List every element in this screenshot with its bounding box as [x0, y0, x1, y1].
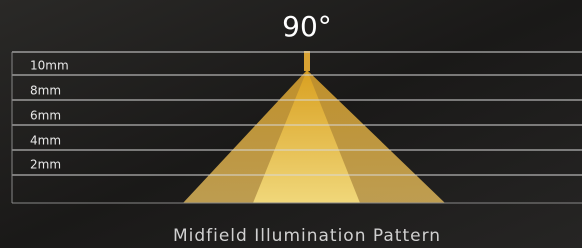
nozzle — [304, 51, 310, 71]
title: 90° — [282, 10, 332, 43]
depth-label: 2mm — [30, 158, 61, 172]
caption: Midfield Illumination Pattern — [173, 226, 441, 246]
depth-label: 10mm — [30, 59, 69, 73]
depth-label: 8mm — [30, 84, 61, 98]
diagram: 90° 10mm 8mm 6mm 4mm 2mm Midfield Illumi… — [0, 0, 582, 248]
depth-label: 6mm — [30, 109, 61, 123]
depth-label: 4mm — [30, 134, 61, 148]
